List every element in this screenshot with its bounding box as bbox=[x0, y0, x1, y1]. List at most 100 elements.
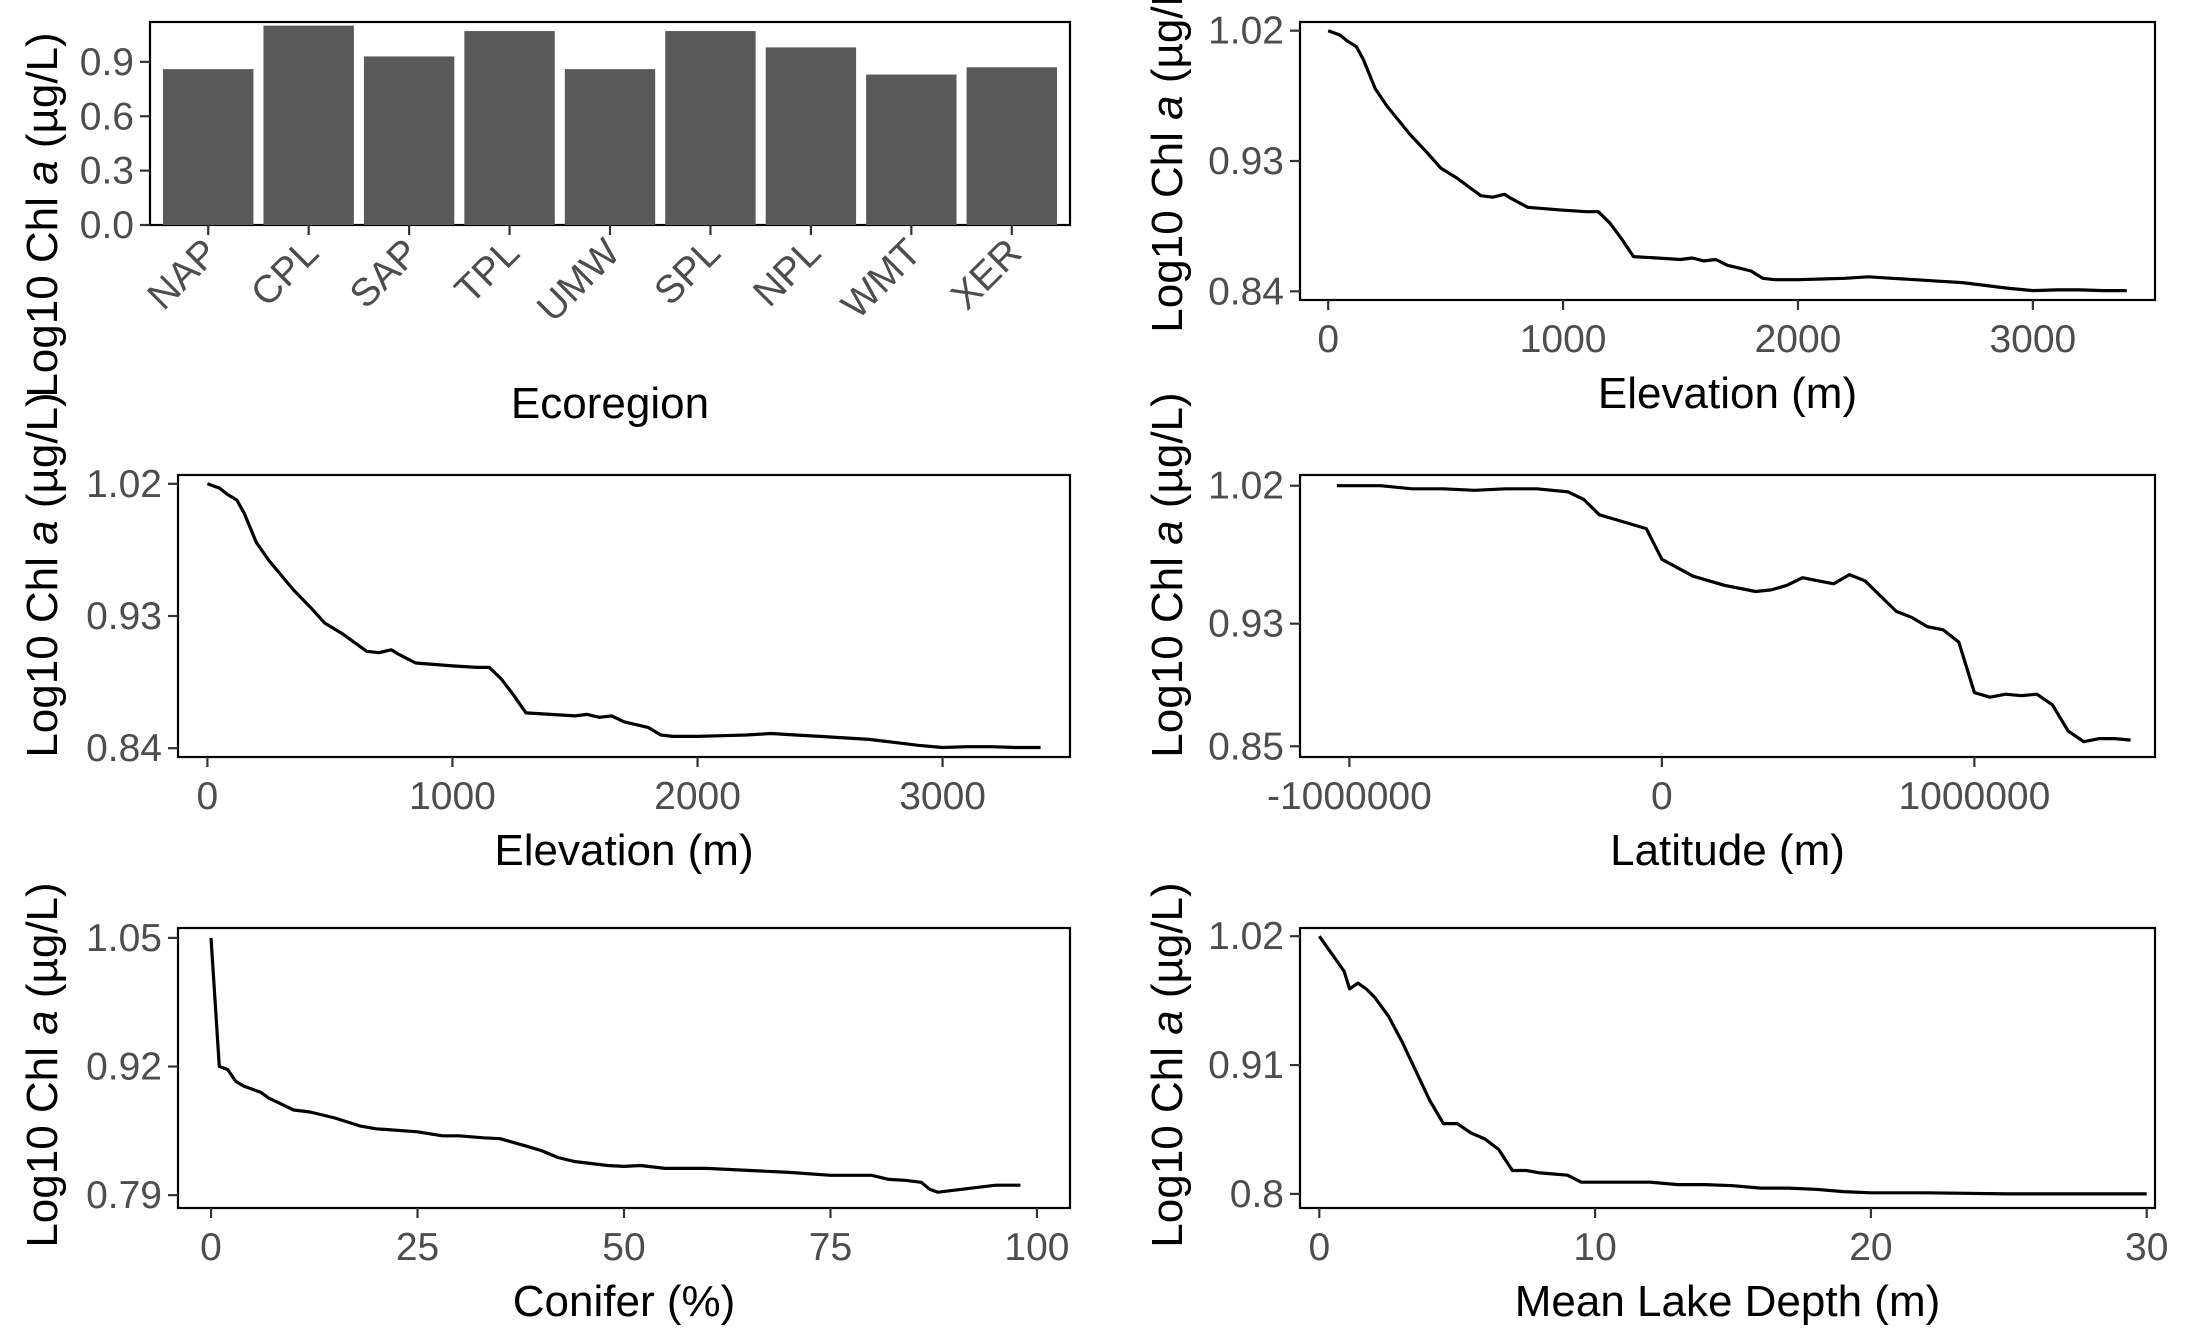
y-tick-label: 0.3 bbox=[80, 150, 134, 193]
bar-spl bbox=[665, 31, 756, 225]
y-axis-title-prefix: Log10 Chl bbox=[1143, 1035, 1192, 1248]
x-axis-title: Latitude (m) bbox=[1610, 826, 1845, 875]
y-tick-label: 0.91 bbox=[1208, 1044, 1284, 1087]
x-tick-label: CPL bbox=[243, 231, 327, 315]
bar-xer bbox=[966, 67, 1057, 225]
bar-npl bbox=[765, 47, 857, 225]
y-axis-title-suffix: (µg/L) bbox=[1143, 392, 1192, 520]
bar-wmt bbox=[866, 74, 957, 225]
y-tick-label: 1.02 bbox=[1208, 10, 1284, 53]
y-tick-label: 0.8 bbox=[1230, 1173, 1284, 1216]
y-axis-title-suffix: (µg/L) bbox=[1143, 0, 1192, 95]
x-tick-label: 1000 bbox=[409, 775, 496, 818]
y-axis-title: Log10 Chl a (µg/L) bbox=[1143, 882, 1192, 1247]
y-axis-title-italic: a bbox=[18, 520, 67, 544]
x-tick-label: 75 bbox=[809, 1226, 852, 1269]
panel-ecoregion-bar: 0.0 0.3 0.6 0.9 NAP CPL SAP TPL UMW SPL NPL WMT XER E… bbox=[18, 20, 1072, 428]
x-axis-title: Elevation (m) bbox=[494, 826, 753, 875]
series-line bbox=[209, 937, 1021, 1194]
x-tick-label: 20 bbox=[1849, 1226, 1892, 1269]
x-tick-label: 3000 bbox=[899, 775, 986, 818]
x-tick-label: 30 bbox=[2125, 1226, 2168, 1269]
x-tick-label: UMW bbox=[529, 231, 628, 330]
y-tick-label: 0.93 bbox=[1208, 603, 1284, 646]
plot-frame bbox=[1298, 926, 2157, 1210]
y-tick-label: 1.02 bbox=[1208, 465, 1284, 508]
panel-mean-lake-depth: 0.8 0.91 1.02 0 10 20 30 Mean Lake Depth (m) Log… bbox=[1143, 882, 2168, 1326]
y-tick-label: 0.92 bbox=[86, 1046, 162, 1089]
plot-frame bbox=[1298, 20, 2157, 302]
panel-conifer: 0.79 0.92 1.05 0 25 50 75 100 Conifer (%) Log10 C… bbox=[18, 882, 1072, 1326]
x-tick-label: -1000000 bbox=[1267, 775, 1432, 818]
y-tick-label: 0.84 bbox=[86, 727, 162, 770]
y-axis-title-italic: a bbox=[18, 160, 67, 184]
series-line bbox=[1317, 935, 2147, 1196]
y-axis-title-prefix: Log10 Chl bbox=[18, 1035, 67, 1248]
bar-sap bbox=[363, 56, 455, 225]
x-tick-label: 0 bbox=[197, 775, 219, 818]
panel-elevation-middle: 0.84 0.93 1.02 0 1000 2000 3000 Elevation (m) Lo… bbox=[18, 392, 1072, 875]
series-line bbox=[1336, 484, 2131, 744]
x-tick-label: 0 bbox=[200, 1226, 222, 1269]
series-line bbox=[1327, 29, 2127, 293]
y-tick-label: 1.05 bbox=[86, 917, 162, 960]
x-tick-label: TPL bbox=[447, 231, 528, 312]
x-axis-title: Mean Lake Depth (m) bbox=[1515, 1277, 1941, 1326]
y-tick-label: 1.02 bbox=[86, 463, 162, 506]
y-tick-label: 0.9 bbox=[80, 41, 134, 84]
x-tick-label: 1000000 bbox=[1898, 775, 2050, 818]
bar-cpl bbox=[263, 25, 354, 225]
y-axis-title-suffix: (µg/L) bbox=[1143, 882, 1192, 1010]
y-axis-title-suffix: (µg/L) bbox=[18, 392, 67, 520]
x-tick-label: SAP bbox=[342, 231, 428, 317]
y-axis-title: Log10 Chl a (µg/L) bbox=[18, 882, 67, 1247]
x-tick-label: 0 bbox=[1317, 318, 1339, 361]
y-tick-label: 0.84 bbox=[1208, 270, 1284, 313]
bar-umw bbox=[564, 69, 656, 225]
x-tick-label: 25 bbox=[396, 1226, 439, 1269]
y-tick-label: 0.93 bbox=[86, 595, 162, 638]
y-axis-title: Log10 Chl a (µg/L) bbox=[18, 32, 67, 397]
panel-latitude: 0.85 0.93 1.02 -1000000 0 1000000 Latitude (m)… bbox=[1143, 392, 2157, 875]
y-axis-title-italic: a bbox=[18, 1010, 67, 1034]
y-axis-title: Log10 Chl a (µg/L) bbox=[18, 392, 67, 757]
panel-elevation-top: 0.84 0.93 1.02 0 1000 2000 3000 Elevation (m) Lo… bbox=[1143, 0, 2157, 418]
y-axis-title-italic: a bbox=[1143, 95, 1192, 119]
x-tick-label: 100 bbox=[1004, 1226, 1069, 1269]
y-axis-title: Log10 Chl a (µg/L) bbox=[1143, 0, 1192, 333]
series-line bbox=[206, 482, 1041, 750]
y-axis-title-prefix: Log10 Chl bbox=[18, 545, 67, 758]
x-axis-title: Elevation (m) bbox=[1598, 369, 1857, 418]
y-axis-title-suffix: (µg/L) bbox=[18, 882, 67, 1010]
y-axis-title-prefix: Log10 Chl bbox=[1143, 120, 1192, 333]
x-tick-label: 10 bbox=[1573, 1226, 1616, 1269]
x-tick-label: 2000 bbox=[654, 775, 741, 818]
bar-nap bbox=[163, 69, 254, 225]
y-axis-title-prefix: Log10 Chl bbox=[1143, 545, 1192, 758]
plot-frame bbox=[1298, 473, 2157, 759]
y-tick-label: 0.93 bbox=[1208, 140, 1284, 183]
x-tick-label: 50 bbox=[602, 1226, 645, 1269]
y-tick-label: 0.79 bbox=[86, 1174, 162, 1217]
x-axis-title: Ecoregion bbox=[511, 379, 709, 428]
y-tick-label: 1.02 bbox=[1208, 915, 1284, 958]
x-tick-label: WMT bbox=[833, 231, 929, 327]
x-axis-title: Conifer (%) bbox=[513, 1277, 736, 1326]
x-tick-label: XER bbox=[943, 231, 1030, 318]
x-tick-label: SPL bbox=[646, 231, 729, 314]
x-tick-label: 1000 bbox=[1520, 318, 1607, 361]
y-tick-label: 0.6 bbox=[80, 95, 134, 138]
y-axis-title-italic: a bbox=[1143, 520, 1192, 544]
y-axis-title: Log10 Chl a (µg/L) bbox=[1143, 392, 1192, 757]
bar-tpl bbox=[464, 31, 555, 225]
y-tick-label: 0.0 bbox=[80, 204, 134, 247]
x-tick-label: 2000 bbox=[1755, 318, 1842, 361]
y-tick-label: 0.85 bbox=[1208, 725, 1284, 768]
y-axis-title-prefix: Log10 Chl bbox=[18, 185, 67, 398]
x-tick-label: 3000 bbox=[1989, 318, 2076, 361]
x-tick-label: 0 bbox=[1651, 775, 1673, 818]
plot-frame bbox=[176, 473, 1072, 759]
y-axis-title-suffix: (µg/L) bbox=[18, 32, 67, 160]
x-tick-label: NPL bbox=[745, 231, 829, 315]
